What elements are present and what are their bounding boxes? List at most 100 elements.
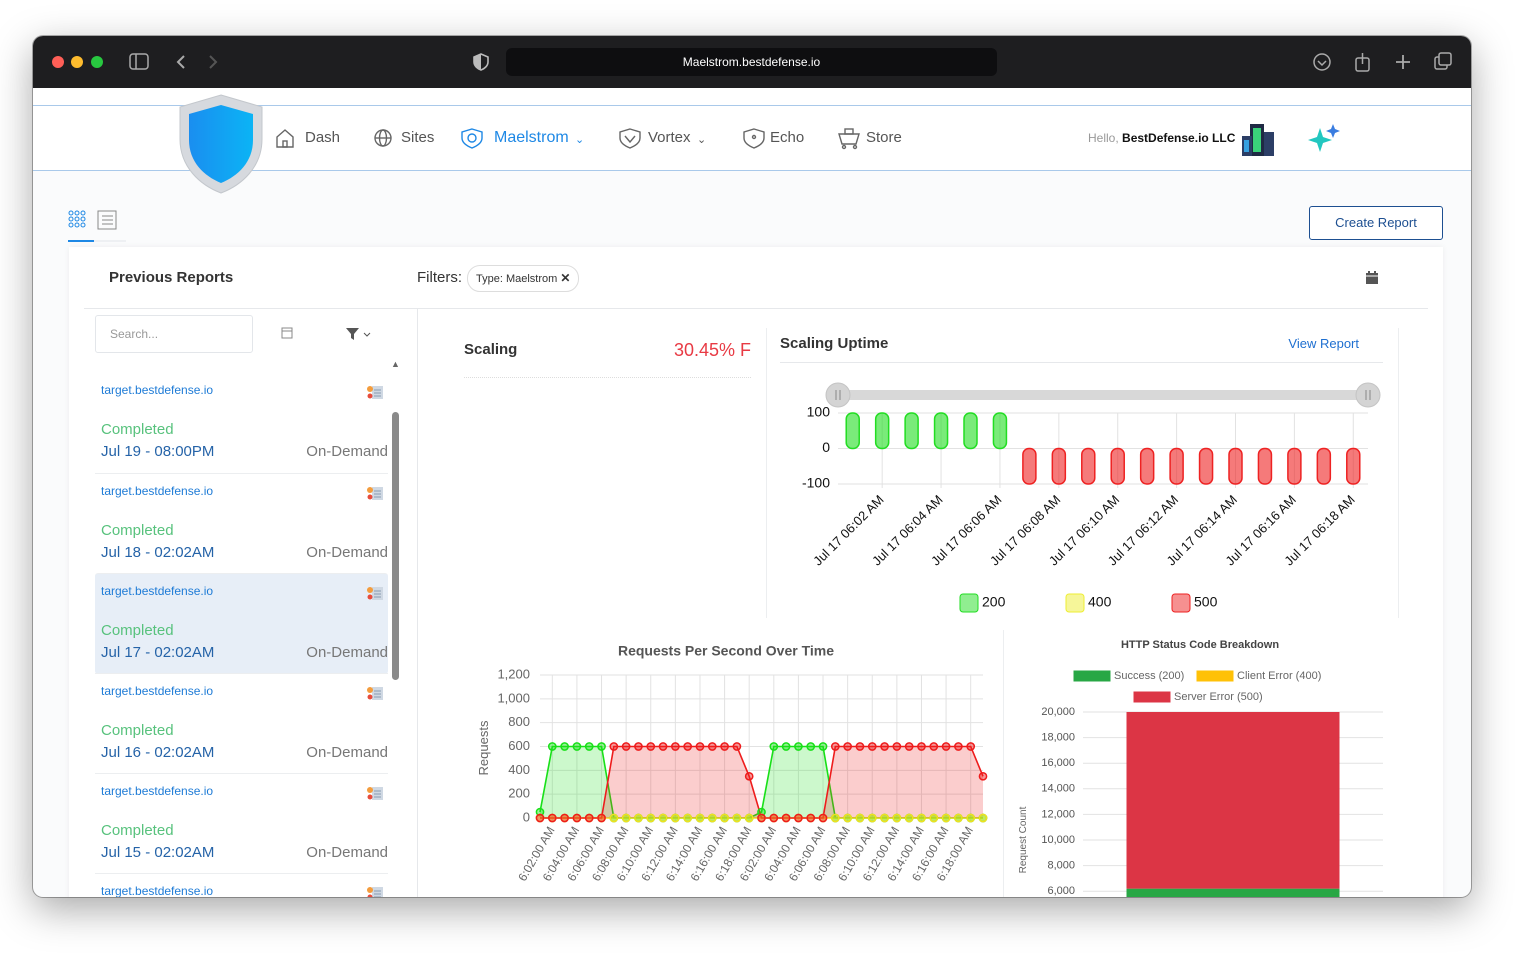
report-site: target.bestdefense.io — [101, 884, 214, 897]
scaling-label: Scaling — [464, 341, 518, 358]
user-avatar[interactable] — [1238, 120, 1278, 160]
nav-item[interactable]: Sites — [401, 129, 435, 146]
close-button[interactable] — [52, 56, 64, 68]
scaling-grade: 30.45% F — [673, 340, 751, 360]
bar — [904, 412, 919, 450]
bar — [1346, 447, 1361, 485]
search-input[interactable]: Search... — [95, 315, 253, 353]
point — [855, 813, 865, 823]
view-report-link[interactable]: View Report — [1288, 336, 1359, 351]
report-status: Completed — [101, 421, 174, 438]
legend-swatch — [1133, 691, 1171, 703]
report-item[interactable]: target.bestdefense.io Completed Jul 18 - 0… — [95, 473, 388, 574]
y-tick-label: 600 — [508, 738, 530, 753]
report-item[interactable]: target.bestdefense.io Completed Jul 17 - 0… — [95, 573, 388, 674]
range-slider-track[interactable] — [838, 390, 1368, 400]
point — [966, 813, 976, 823]
point — [966, 742, 976, 751]
report-item[interactable]: target.bestdefense.io Completed Jul 19 - 0… — [95, 373, 388, 473]
point — [720, 813, 729, 823]
calendar-icon[interactable] — [1365, 271, 1379, 285]
legend-label: 500 — [1194, 594, 1218, 610]
point — [560, 742, 569, 751]
point — [929, 813, 939, 823]
legend-swatch — [1196, 670, 1234, 682]
bar — [992, 412, 1008, 450]
report-icon — [367, 386, 383, 399]
greeting-text: Hello, — [1088, 131, 1119, 145]
bar — [1051, 447, 1067, 485]
scrollbar[interactable] — [392, 412, 399, 680]
sparkle-icon[interactable] — [1306, 122, 1342, 156]
y-tick-label: 0 — [822, 439, 830, 455]
report-kind: On-Demand — [306, 544, 388, 561]
view-toggle[interactable] — [68, 210, 128, 242]
point — [830, 742, 840, 751]
point — [621, 813, 631, 823]
report-item[interactable]: target.bestdefense.io Completed Jul 15 - 0… — [95, 773, 388, 874]
point — [671, 813, 680, 823]
logo[interactable] — [176, 93, 266, 195]
list-controls[interactable] — [281, 326, 371, 342]
report-date: Jul 15 - 02:02AM — [101, 844, 215, 861]
filters-label: Filters: — [417, 269, 462, 286]
report-item[interactable]: target.bestdefense.io — [95, 873, 388, 897]
point — [560, 813, 569, 823]
nav-item[interactable]: Store — [866, 129, 902, 146]
point — [904, 813, 914, 823]
point — [658, 742, 668, 751]
y-tick-label: 16,000 — [1041, 757, 1075, 769]
divider — [766, 328, 767, 618]
point — [843, 813, 852, 823]
scroll-up[interactable]: ▲ — [391, 359, 400, 369]
y-tick-label: 6,000 — [1047, 885, 1075, 897]
point — [744, 813, 754, 823]
range-slider-handle[interactable] — [825, 382, 851, 408]
report-site: target.bestdefense.io — [101, 784, 214, 798]
y-tick-label: 400 — [508, 762, 530, 777]
point — [892, 742, 902, 751]
legend-label: Success (200) — [1114, 670, 1184, 682]
y-tick-label: 800 — [508, 714, 530, 729]
point — [843, 742, 852, 751]
minimize-button[interactable] — [71, 56, 83, 68]
toolbar-icons — [129, 53, 218, 70]
greeting: Hello, BestDefense.io LLC — [1088, 131, 1235, 145]
filter-chip[interactable]: Type: Maelstrom ✕ — [467, 265, 580, 292]
line — [540, 745, 984, 819]
zoom-button[interactable] — [91, 56, 103, 68]
nav-spacer — [33, 88, 1471, 105]
range-slider-handle[interactable] — [1355, 382, 1381, 408]
point — [634, 742, 643, 751]
report-status: Completed — [101, 622, 174, 639]
point — [818, 742, 828, 751]
nav-item[interactable]: Vortex — [648, 129, 691, 146]
report-icon — [367, 587, 383, 600]
y-axis-label: Requests — [476, 720, 491, 775]
nav-item[interactable]: Dash — [305, 129, 341, 146]
url-text: Maelstrom.bestdefense.io — [682, 55, 821, 69]
nav-bar — [33, 105, 1471, 171]
create-report-button[interactable]: Create Report — [1309, 206, 1443, 240]
point — [954, 742, 963, 751]
bar — [845, 412, 860, 450]
point — [634, 813, 643, 823]
point — [535, 813, 545, 823]
report-kind: On-Demand — [306, 644, 388, 661]
report-icon — [367, 887, 383, 897]
point — [597, 813, 606, 823]
area — [540, 746, 983, 818]
point — [695, 742, 705, 751]
y-axis-label: Request Count — [1018, 806, 1029, 873]
point — [572, 742, 582, 751]
nav-item[interactable]: Echo — [770, 129, 805, 146]
point — [671, 742, 680, 751]
divider — [1398, 328, 1399, 618]
report-item[interactable]: target.bestdefense.io Completed Jul 16 - 0… — [95, 673, 388, 774]
report-kind: On-Demand — [306, 744, 388, 761]
toolbar-right-icons — [1313, 52, 1452, 72]
nav-item[interactable]: Maelstrom — [494, 129, 569, 146]
address-bar[interactable]: Maelstrom.bestdefense.io — [506, 48, 997, 76]
bar — [1139, 447, 1155, 485]
point — [806, 813, 816, 823]
